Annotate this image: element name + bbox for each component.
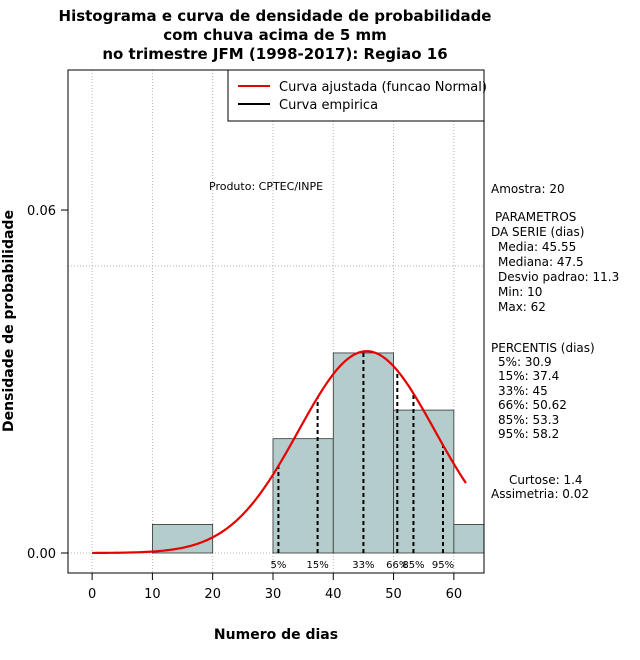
x-axis: 0 10 20 30 40 50 60: [88, 573, 462, 602]
stat-p5: 5%: 30.9: [498, 355, 552, 369]
x-tick-label-2: 20: [204, 587, 221, 602]
stat-p33: 33%: 45: [498, 384, 548, 398]
stat-p66: 66%: 50.62: [498, 398, 567, 412]
percentile-labels: 5% 15% 33% 66%85% 95%: [270, 560, 454, 571]
stat-amostra: Amostra: 20: [491, 182, 565, 196]
histogram-bar-2: [272, 438, 334, 554]
stat-p15: 15%: 37.4: [498, 369, 559, 383]
normal-curve: [92, 350, 467, 555]
y-axis: 0.00 0.06: [27, 204, 68, 562]
stat-p95: 95%: 58.2: [498, 427, 559, 441]
percentile-label-4: 85%: [402, 560, 424, 571]
stat-params-title-2: DA SERIE (dias): [491, 225, 584, 239]
legend-label-normal: Curva ajustada (funcao Normal): [279, 80, 487, 95]
y-tick-label-1: 0.06: [27, 204, 56, 219]
x-tick-label-4: 40: [325, 587, 342, 602]
x-tick-label-1: 10: [144, 587, 161, 602]
stat-assimetria: Assimetria: 0.02: [491, 487, 589, 501]
stat-min: Min: 10: [498, 285, 542, 299]
stat-params-title-1: PARAMETROS: [495, 210, 576, 224]
x-tick-label-5: 50: [385, 587, 402, 602]
percentile-label-1: 15%: [306, 560, 328, 571]
stat-media: Media: 45.55: [498, 240, 576, 254]
histogram-bars: [152, 352, 485, 554]
stat-max: Max: 62: [498, 300, 546, 314]
legend-box: [227, 69, 485, 122]
histogram-bar-4: [393, 409, 455, 554]
legend-label-empirica: Curva empirica: [279, 98, 378, 113]
chart-title-line-1: Histograma e curva de densidade de proba…: [59, 7, 492, 25]
percentile-label-3: 66%: [386, 560, 408, 571]
stats-panel: Amostra: 20 PARAMETROS DA SERIE (dias) M…: [491, 182, 619, 501]
percentile-label-0: 5%: [270, 560, 286, 571]
stat-curtose: Curtose: 1.4: [509, 473, 583, 487]
y-axis-title: Densidade de probabilidade: [1, 210, 17, 432]
chart-title-line-2: com chuva acima de 5 mm: [163, 26, 387, 44]
stat-mediana: Mediana: 47.5: [498, 255, 584, 269]
x-tick-label-0: 0: [88, 587, 96, 602]
product-annotation: Produto: CPTEC/INPE: [209, 180, 323, 193]
y-tick-label-0: 0.00: [27, 547, 56, 562]
stat-p85: 85%: 53.3: [498, 413, 559, 427]
percentile-lines: [277, 351, 445, 553]
percentile-label-5: 95%: [432, 560, 454, 571]
x-tick-label-6: 60: [446, 587, 463, 602]
chart-title-line-3: no trimestre JFM (1998-2017): Regiao 16: [102, 45, 447, 63]
stat-percentis-title: PERCENTIS (dias): [491, 341, 595, 355]
percentile-label-2: 33%: [352, 560, 374, 571]
stat-desvio: Desvio padrao: 11.3: [498, 270, 619, 284]
x-axis-title: Numero de dias: [214, 627, 338, 643]
histogram-bar-5: [453, 524, 485, 554]
legend: Curva ajustada (funcao Normal) Curva emp…: [227, 69, 487, 122]
x-tick-label-3: 30: [265, 587, 282, 602]
